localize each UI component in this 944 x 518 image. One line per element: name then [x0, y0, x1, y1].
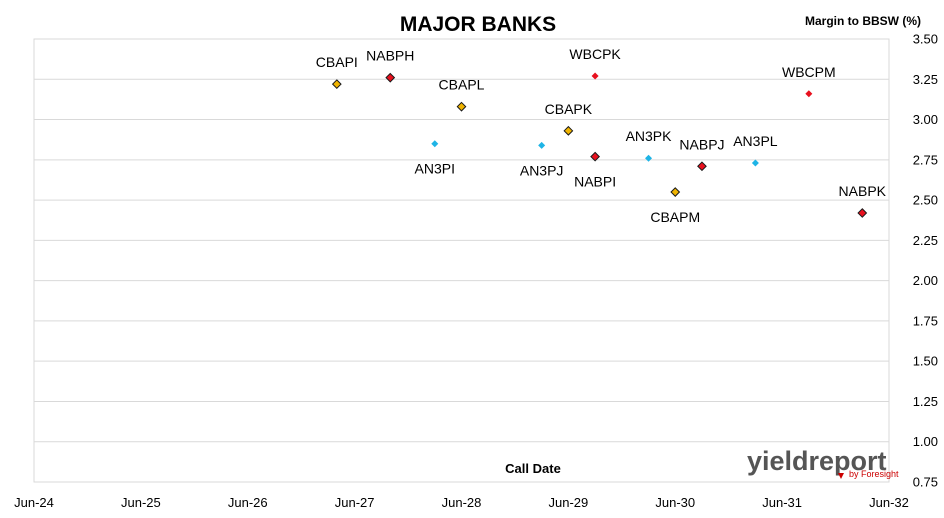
data-label-nabph: NABPH [366, 48, 414, 64]
y-tick-label: 2.00 [913, 273, 938, 288]
x-tick-label: Jun-32 [869, 495, 909, 510]
plot-area [33, 38, 890, 483]
y-tick-label: 1.00 [913, 434, 938, 449]
y-tick-label: 1.50 [913, 354, 938, 369]
gridlines [34, 78, 889, 443]
data-point-an3pi [431, 140, 439, 148]
y-tick-label: 1.25 [913, 394, 938, 409]
data-label-nabpj: NABPJ [679, 136, 724, 152]
data-point-cbapm [670, 187, 681, 197]
chart-title: MAJOR BANKS [400, 13, 556, 36]
logo-subtext: by Foresight [849, 469, 899, 479]
data-label-cbapk: CBAPK [545, 101, 593, 117]
data-label-an3pl: AN3PL [733, 133, 778, 149]
logo-text: yieldreport [747, 446, 887, 476]
data-point-nabpk [857, 208, 868, 218]
y-tick-label: 3.50 [913, 32, 938, 47]
data-label-cbapm: CBAPM [650, 209, 700, 225]
data-label-an3pi: AN3PI [415, 161, 455, 177]
data-label-an3pj: AN3PJ [520, 162, 564, 178]
y-axis-title: Margin to BBSW (%) [805, 14, 921, 28]
data-label-cbapl: CBAPL [439, 77, 485, 93]
y-tick-label: 3.25 [913, 72, 938, 87]
yieldreport-logo: yieldreport by Foresight [747, 446, 899, 479]
y-tick-label: 2.25 [913, 233, 938, 248]
data-label-nabpi: NABPI [574, 174, 616, 190]
x-tick-label: Jun-26 [228, 495, 268, 510]
data-point-nabpi [590, 151, 601, 162]
data-point-an3pl [751, 159, 759, 167]
x-tick-label: Jun-30 [655, 495, 695, 510]
y-tick-label: 0.75 [913, 475, 938, 490]
data-point-cbapk [563, 125, 574, 136]
data-point-cbapl [456, 101, 467, 112]
x-tick-label: Jun-25 [121, 495, 161, 510]
data-point-cbapi [331, 79, 342, 90]
logo-marker-icon [838, 473, 844, 479]
y-axis-ticks: 0.75 1.00 1.25 1.50 1.75 2.00 2.25 2.50 2.75 3.00… [913, 32, 938, 490]
data-point-an3pk [645, 154, 653, 162]
data-point-nabpj [697, 161, 707, 172]
y-tick-label: 2.50 [913, 193, 938, 208]
x-tick-label: Jun-29 [549, 495, 589, 510]
data-label-wbcpk: WBCPK [569, 46, 621, 62]
data-label-an3pk: AN3PK [626, 128, 673, 144]
data-points: CBAPI CBAPL CBAPK CBAPM NABPH NABPI NABPJ NABPK… [316, 46, 887, 225]
data-point-wbcpm [805, 90, 813, 98]
x-axis-title: Call Date [505, 461, 561, 476]
data-point-wbcpk [591, 72, 599, 80]
y-tick-label: 3.00 [913, 112, 938, 127]
data-label-wbcpm: WBCPM [782, 64, 836, 80]
x-tick-label: Jun-24 [14, 495, 54, 510]
data-label-cbapi: CBAPI [316, 54, 358, 70]
y-tick-label: 2.75 [913, 152, 938, 167]
data-point-nabph [385, 72, 396, 83]
data-point-an3pj [538, 141, 546, 149]
x-tick-label: Jun-31 [762, 495, 802, 510]
y-tick-label: 1.75 [913, 313, 938, 328]
x-axis-ticks: Jun-24 Jun-25 Jun-26 Jun-27 Jun-28 Jun-29 Jun-… [14, 495, 909, 510]
data-label-nabpk: NABPK [839, 183, 887, 199]
x-tick-label: Jun-28 [442, 495, 482, 510]
x-tick-label: Jun-27 [335, 495, 375, 510]
